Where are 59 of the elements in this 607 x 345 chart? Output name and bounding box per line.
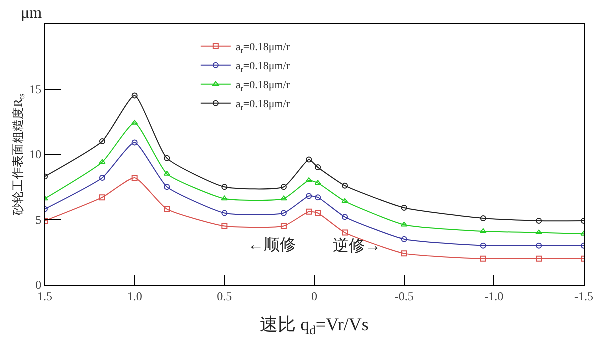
point: [99, 159, 106, 164]
point: [306, 208, 312, 215]
point: [480, 242, 486, 249]
point: [536, 230, 542, 235]
point: [99, 194, 106, 201]
point: [306, 156, 312, 163]
point: [401, 205, 408, 212]
y-tick-label: 10: [30, 148, 42, 162]
legend-label: a$_{r}$=0.18μm/r: [236, 80, 290, 93]
point: [222, 223, 228, 230]
point: [222, 184, 228, 190]
text: μm: [21, 5, 43, 22]
point: [280, 210, 287, 216]
x-tick-label: -0.5: [394, 289, 414, 304]
y-tick-label: 5: [36, 212, 42, 227]
x-axis-title: 速比 q$_{d}$=Vr/Vs: [260, 314, 369, 338]
point: [315, 210, 322, 216]
point: [99, 138, 106, 144]
point: [480, 228, 487, 234]
point: [132, 140, 138, 146]
point: [132, 92, 138, 99]
point: [99, 174, 106, 181]
point: [342, 214, 348, 220]
point: [342, 230, 348, 236]
point: [315, 194, 322, 201]
legend-label: a$_{r}$=0.18μm/r: [236, 98, 290, 112]
point: [536, 242, 542, 249]
point: [314, 180, 322, 185]
x-tick-label: -1.0: [484, 289, 504, 304]
point: [222, 210, 228, 216]
point: [400, 222, 408, 227]
point: [164, 206, 170, 212]
annotation: 逆修→: [333, 237, 381, 255]
annotation: ←顺修: [248, 237, 296, 254]
point: [536, 218, 542, 224]
point: [280, 223, 287, 230]
x-tick-label: 1.0: [127, 289, 142, 304]
point: [315, 164, 322, 171]
point: [401, 236, 408, 242]
point: [306, 193, 312, 200]
point: [221, 196, 228, 201]
point: [342, 198, 348, 204]
point: [280, 184, 287, 190]
y-tick-label: 15: [30, 82, 42, 96]
legend-label: a$_{r}$=0.18μm/r: [236, 42, 290, 55]
legend-label: a$_{r}$=0.18μm/r: [236, 60, 290, 74]
point: [132, 174, 138, 181]
x-tick-label: -1.5: [574, 289, 594, 304]
x-tick-label: 0.5: [217, 289, 232, 304]
point: [280, 196, 288, 201]
point: [164, 155, 170, 162]
point: [164, 184, 170, 190]
point: [306, 178, 312, 182]
point: [536, 256, 542, 262]
point: [342, 182, 348, 189]
x-tick-label: 0: [312, 289, 318, 304]
point: [480, 215, 486, 222]
point: [401, 250, 408, 257]
point: [480, 256, 486, 262]
